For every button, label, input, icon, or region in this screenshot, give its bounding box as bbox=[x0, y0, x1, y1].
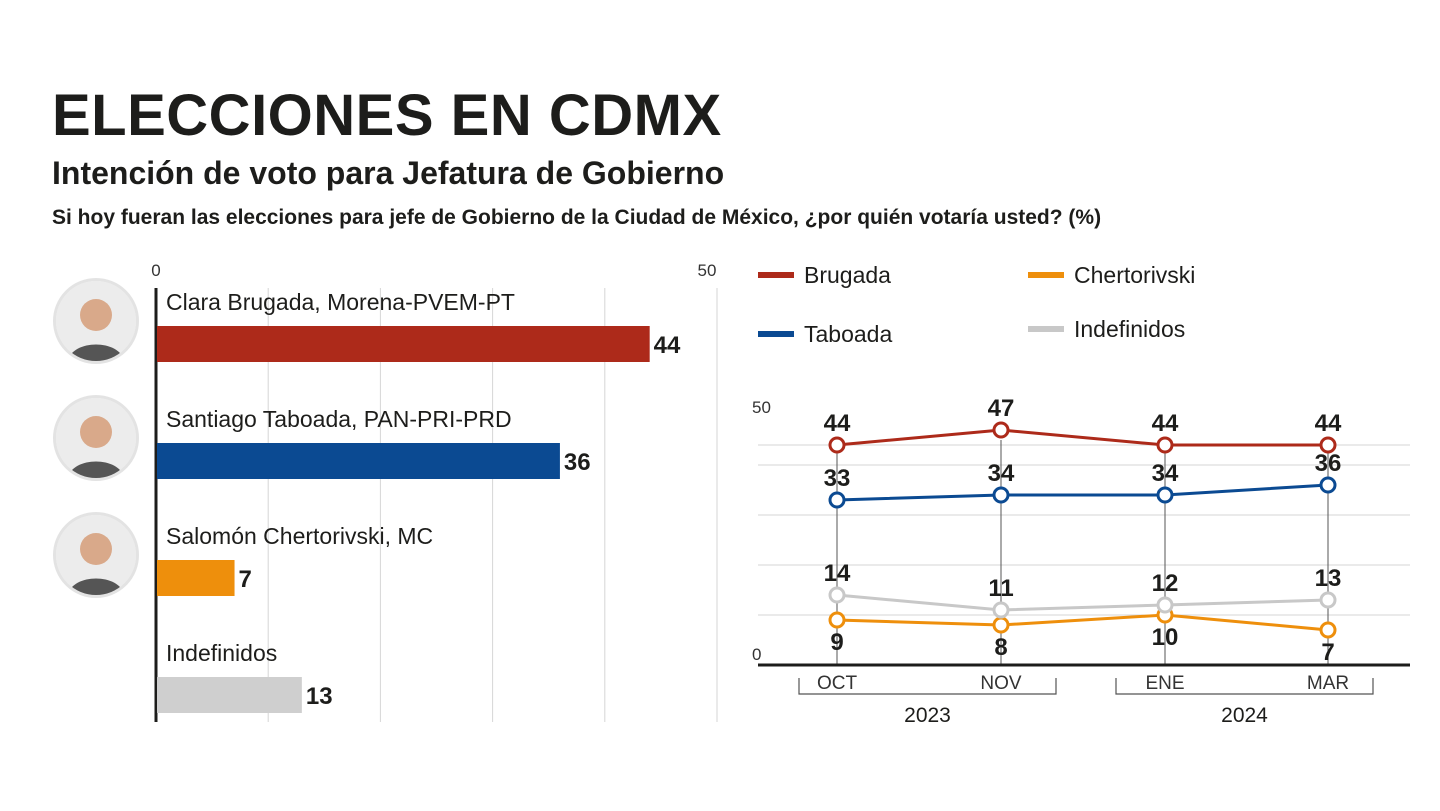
data-label: 12 bbox=[1152, 570, 1179, 597]
series-line bbox=[836, 613, 1329, 632]
bar-value-label: 7 bbox=[239, 566, 252, 593]
x-tick-label: NOV bbox=[980, 673, 1022, 694]
year-label: 2024 bbox=[1221, 704, 1268, 727]
data-point bbox=[992, 601, 1010, 619]
data-point bbox=[1319, 476, 1337, 494]
x-tick-label: OCT bbox=[817, 673, 858, 694]
candidate-photo-icon bbox=[53, 395, 139, 481]
data-point bbox=[992, 486, 1010, 504]
data-point bbox=[828, 491, 846, 509]
data-point bbox=[1319, 591, 1337, 609]
line-tick-label: 50 bbox=[752, 398, 771, 417]
page-subtitle: Intención de voto para Jefatura de Gobie… bbox=[52, 155, 725, 191]
bar-value-label: 13 bbox=[306, 683, 333, 710]
bar-value-label: 44 bbox=[654, 332, 681, 359]
x-tick-label: ENE bbox=[1145, 673, 1184, 694]
legend-label: Taboada bbox=[804, 321, 892, 347]
survey-question: Si hoy fueran las elecciones para jefe d… bbox=[52, 206, 1102, 229]
data-label: 36 bbox=[1315, 450, 1342, 477]
bar-category-label: Indefinidos bbox=[166, 640, 277, 666]
year-label: 2023 bbox=[904, 704, 951, 727]
data-label: 34 bbox=[1152, 460, 1179, 487]
candidate-photo-icon bbox=[53, 512, 139, 598]
legend-label: Indefinidos bbox=[1074, 316, 1185, 342]
bar-category-label: Santiago Taboada, PAN-PRI-PRD bbox=[166, 406, 512, 432]
data-point bbox=[828, 611, 846, 629]
bar bbox=[157, 326, 650, 362]
data-label: 44 bbox=[1152, 410, 1179, 437]
bar bbox=[157, 677, 302, 713]
data-point bbox=[1319, 621, 1337, 639]
data-label: 8 bbox=[994, 634, 1007, 661]
data-label: 33 bbox=[824, 465, 851, 492]
data-point bbox=[992, 616, 1010, 634]
bar bbox=[157, 560, 235, 596]
line-tick-label: 0 bbox=[752, 645, 761, 664]
data-label: 14 bbox=[824, 560, 851, 587]
data-point bbox=[828, 586, 846, 604]
bar-category-label: Salomón Chertorivski, MC bbox=[166, 523, 433, 549]
year-bracket bbox=[1115, 678, 1374, 695]
data-point bbox=[1156, 436, 1174, 454]
bar bbox=[157, 443, 560, 479]
data-point bbox=[992, 421, 1010, 439]
data-label: 13 bbox=[1315, 565, 1342, 592]
series-line bbox=[836, 483, 1329, 502]
bar-value-label: 36 bbox=[564, 449, 591, 476]
data-label: 11 bbox=[988, 575, 1013, 602]
series-line bbox=[836, 428, 1328, 447]
bar-tick-label: 0 bbox=[151, 261, 160, 280]
data-label: 47 bbox=[988, 395, 1015, 422]
data-label: 10 bbox=[1152, 624, 1179, 651]
bar-category-label: Clara Brugada, Morena-PVEM-PT bbox=[166, 289, 515, 315]
x-tick-label: MAR bbox=[1307, 673, 1349, 694]
data-point bbox=[1156, 596, 1174, 614]
data-label: 7 bbox=[1321, 639, 1334, 666]
data-label: 44 bbox=[824, 410, 851, 437]
bar-tick-label: 50 bbox=[698, 261, 717, 280]
year-bracket bbox=[798, 678, 1057, 695]
data-label: 44 bbox=[1315, 410, 1342, 437]
page-title: ELECCIONES EN CDMX bbox=[52, 83, 722, 148]
legend-label: Brugada bbox=[804, 262, 891, 288]
data-point bbox=[828, 436, 846, 454]
series-line bbox=[836, 593, 1329, 612]
candidate-photo-icon bbox=[53, 278, 139, 364]
legend-label: Chertorivski bbox=[1074, 262, 1195, 288]
data-point bbox=[1319, 436, 1337, 454]
data-label: 34 bbox=[988, 460, 1015, 487]
data-label: 9 bbox=[830, 629, 843, 656]
data-point bbox=[1156, 486, 1174, 504]
